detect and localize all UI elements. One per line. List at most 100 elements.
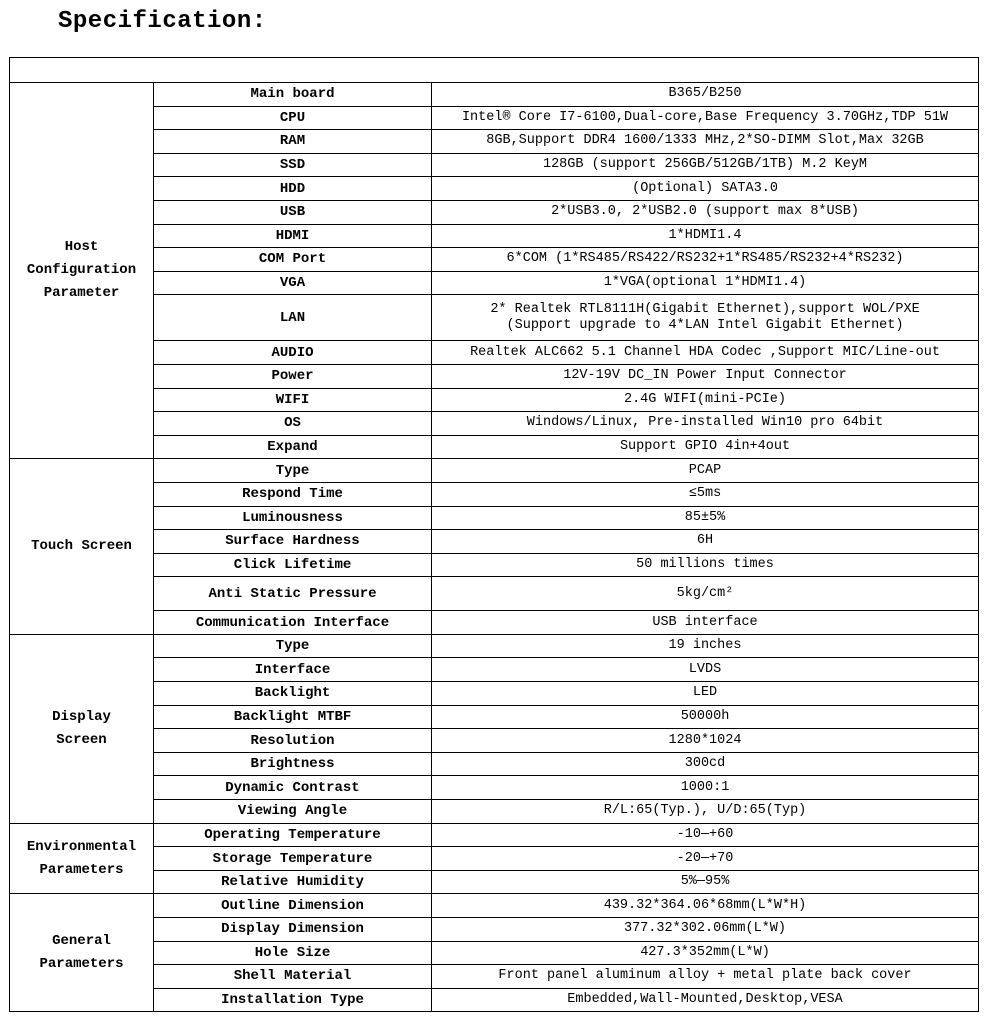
spec-value: USB interface	[430, 610, 980, 635]
table-row: LAN 2* Realtek RTL8111H(Gigabit Ethernet)…	[10, 294, 980, 342]
spec-label: Viewing Angle	[153, 799, 432, 824]
spec-label: Dynamic Contrast	[153, 775, 432, 801]
spec-value: Support GPIO 4in+4out	[430, 434, 980, 460]
spec-label: Shell Material	[153, 964, 432, 989]
table-row: Respond Time ≤5ms	[10, 481, 980, 507]
spec-value: 377.32*302.06mm(L*W)	[430, 917, 980, 942]
spec-value: Realtek ALC662 5.1 Channel HDA Codec ,Su…	[430, 340, 980, 365]
spec-label: WIFI	[153, 387, 432, 413]
spec-label: Interface	[153, 657, 432, 683]
table-row: Luminousness 85±5%	[10, 505, 980, 531]
spec-label: Brightness	[153, 751, 432, 777]
group-label: Display Screen	[9, 633, 154, 824]
table-row: General Parameters Outline Dimension 439.3…	[9, 893, 980, 1013]
spec-label: HDMI	[153, 223, 432, 249]
table-row: Resolution 1280*1024	[10, 728, 980, 753]
spec-value: 2*USB3.0, 2*USB2.0 (support max 8*USB)	[430, 199, 980, 225]
spec-label: Type	[153, 633, 432, 659]
table-row: RAM 8GB,Support DDR4 1600/1333 MHz,2*SO-D…	[10, 129, 980, 154]
table-row: Interface LVDS	[10, 657, 980, 683]
spec-label: AUDIO	[153, 340, 432, 365]
spec-label: Relative Humidity	[153, 869, 432, 895]
spec-label: SSD	[153, 152, 432, 178]
spec-label: CPU	[153, 105, 432, 131]
spec-label: Main board	[153, 82, 432, 107]
group-label: General Parameters	[9, 893, 154, 1013]
spec-label: Power	[153, 363, 432, 389]
table-row: Backlight MTBF 50000h	[10, 704, 980, 730]
table-row: Shell Material Front panel aluminum alloy…	[10, 964, 980, 989]
spec-value: 12V-19V DC_IN Power Input Connector	[430, 363, 980, 389]
spec-value: 1000:1	[430, 775, 980, 801]
spec-value: Front panel aluminum alloy + metal plate…	[430, 964, 980, 989]
spec-label: Surface Hardness	[153, 529, 432, 554]
table-row: Click Lifetime 50 millions times	[10, 552, 980, 578]
group-label: Environmental Parameters	[9, 822, 154, 895]
spec-value: ≤5ms	[430, 481, 980, 507]
spec-label: Communication Interface	[153, 610, 432, 635]
table-row: Backlight LED	[10, 681, 980, 706]
spec-label: Installation Type	[153, 987, 432, 1013]
spec-value: Windows/Linux, Pre-installed Win10 pro 6…	[430, 411, 980, 436]
table-row: HDMI 1*HDMI1.4	[10, 223, 980, 249]
spec-label: Expand	[153, 434, 432, 460]
spec-label: Display Dimension	[153, 917, 432, 942]
spec-label: USB	[153, 199, 432, 225]
spec-value: 427.3*352mm(L*W)	[430, 940, 980, 966]
spec-value: 5kg/cm²	[430, 576, 980, 612]
spec-value: 1*HDMI1.4	[430, 223, 980, 249]
spec-label: COM Port	[153, 247, 432, 272]
table-row: Expand Support GPIO 4in+4out	[10, 434, 980, 460]
spec-value: 19 inches	[430, 633, 980, 659]
spec-label: LAN	[153, 294, 432, 342]
spec-label: Storage Temperature	[153, 846, 432, 871]
table-row: Communication Interface USB interface	[10, 610, 980, 635]
spec-value: 8GB,Support DDR4 1600/1333 MHz,2*SO-DIMM…	[430, 129, 980, 154]
group-label: Host Configuration Parameter	[9, 81, 154, 460]
spec-value: 2.4G WIFI(mini-PCIe)	[430, 387, 980, 413]
spec-value: 6*COM (1*RS485/RS422/RS232+1*RS485/RS232…	[430, 247, 980, 272]
spec-label: Operating Temperature	[153, 822, 432, 848]
spec-value: LVDS	[430, 657, 980, 683]
spec-value: 439.32*364.06*68mm(L*W*H)	[430, 893, 980, 918]
table-row: Environmental Parameters Operating Temper…	[9, 822, 980, 895]
spec-value: 85±5%	[430, 505, 980, 531]
table-row: WIFI 2.4G WIFI(mini-PCIe)	[10, 387, 980, 413]
spec-value: R/L:65(Typ.), U/D:65(Typ)	[430, 799, 980, 824]
spec-value: 1280*1024	[430, 728, 980, 753]
spec-value: -10—+60	[430, 822, 980, 848]
table-row: USB 2*USB3.0, 2*USB2.0 (support max 8*USB…	[10, 199, 980, 225]
table-row: CPU Intel® Core I7-6100,Dual-core,Base Fr…	[10, 105, 980, 131]
table-row: COM Port 6*COM (1*RS485/RS422/RS232+1*RS4…	[10, 247, 980, 272]
table-header-row	[8, 57, 980, 83]
table-row: Display Screen Type 19 inches	[9, 633, 980, 824]
spec-label: OS	[153, 411, 432, 436]
spec-label: HDD	[153, 176, 432, 201]
spec-value: Embedded,Wall-Mounted,Desktop,VESA	[430, 987, 980, 1013]
spec-value: LED	[430, 681, 980, 706]
spec-label: Outline Dimension	[153, 893, 432, 918]
table-row: Dynamic Contrast 1000:1	[10, 775, 980, 801]
header-cell	[8, 57, 980, 83]
spec-label: Type	[153, 458, 432, 483]
table-row: Hole Size 427.3*352mm(L*W)	[10, 940, 980, 966]
table-row: OS Windows/Linux, Pre-installed Win10 pro…	[10, 411, 980, 436]
spec-value: 300cd	[430, 751, 980, 777]
spec-value: 50000h	[430, 704, 980, 730]
spec-label: Luminousness	[153, 505, 432, 531]
spec-value: 128GB (support 256GB/512GB/1TB) M.2 KeyM	[430, 152, 980, 178]
spec-label: Hole Size	[153, 940, 432, 966]
spec-value: -20—+70	[430, 846, 980, 871]
spec-label: Click Lifetime	[153, 552, 432, 578]
spec-table: Host Configuration Parameter Main board B3…	[8, 57, 980, 1013]
spec-label: Respond Time	[153, 481, 432, 507]
spec-value: 5%—95%	[430, 869, 980, 895]
spec-label: VGA	[153, 270, 432, 296]
table-row: Surface Hardness 6H	[10, 529, 980, 554]
spec-label: RAM	[153, 129, 432, 154]
spec-value: 1*VGA(optional 1*HDMI1.4)	[430, 270, 980, 296]
spec-value: PCAP	[430, 458, 980, 483]
table-row: Touch Screen Type PCAP	[9, 458, 980, 635]
spec-value: 2* Realtek RTL8111H(Gigabit Ethernet),su…	[430, 294, 980, 342]
spec-label: Backlight	[153, 681, 432, 706]
